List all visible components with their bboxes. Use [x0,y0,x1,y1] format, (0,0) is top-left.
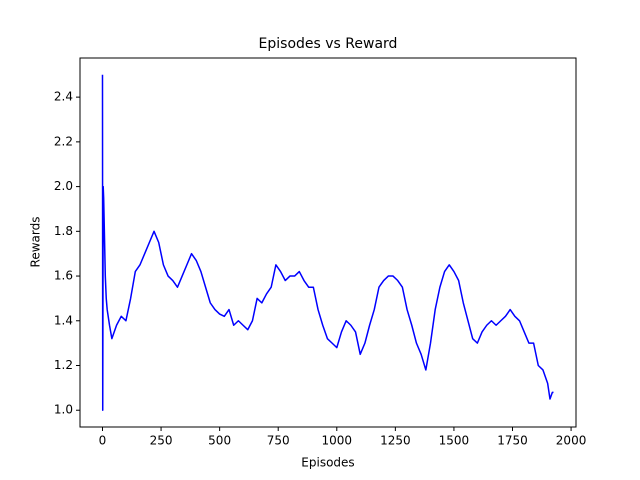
x-tick-label: 2000 [556,434,587,448]
y-axis-label: Rewards [29,217,43,268]
x-tick-label: 1250 [380,434,411,448]
x-tick-label: 1750 [497,434,528,448]
x-tick-label: 500 [208,434,231,448]
y-tick-label: 2.2 [54,134,73,148]
x-tick-label: 750 [267,434,290,448]
y-tick-label: 2.0 [54,179,73,193]
x-axis-label: Episodes [301,456,354,470]
data-line [101,74,554,411]
y-tick-label: 1.4 [54,313,73,327]
y-tick-label: 1.6 [54,269,73,283]
y-tick-label: 1.8 [54,224,73,238]
plot-frame [79,57,577,428]
x-tick-label: 1500 [439,434,470,448]
x-tick-label: 1000 [322,434,353,448]
y-tick-label: 2.4 [54,90,73,104]
chart-title: Episodes vs Reward [259,36,398,52]
y-tick-label: 1.2 [54,358,73,372]
y-tick-label: 1.0 [54,403,73,417]
x-tick-label: 0 [99,434,107,448]
x-tick-label: 250 [150,434,173,448]
